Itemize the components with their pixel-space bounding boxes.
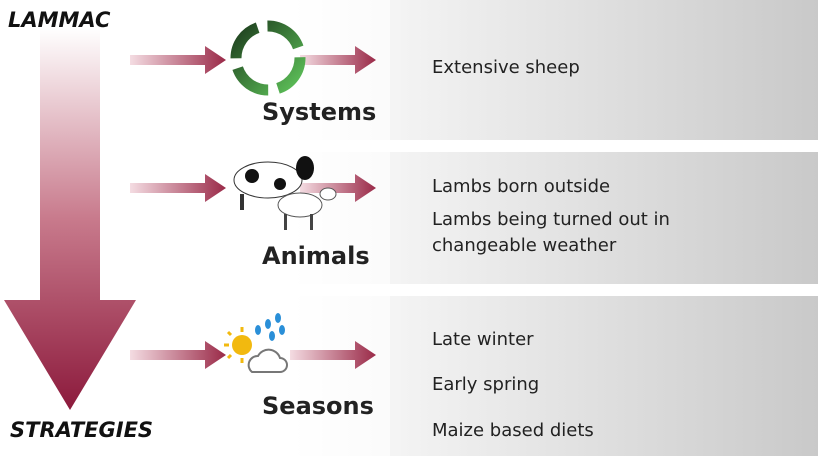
row-item: Maize based diets (432, 418, 594, 444)
header-title: LAMMAC (8, 8, 110, 32)
row-item: Lambs being turned out in changeable wea… (432, 207, 732, 259)
row-item: Lambs born outside (432, 174, 610, 200)
row-label: Seasons (262, 392, 374, 420)
diagram: LAMMAC STRATEGIES Systems Animals Season… (0, 0, 818, 456)
footer-title: STRATEGIES (10, 418, 153, 442)
row-label: Systems (262, 98, 376, 126)
row-item: Early spring (432, 372, 539, 398)
row-item: Extensive sheep (432, 55, 580, 81)
row-label: Animals (262, 242, 370, 270)
row-item: Late winter (432, 327, 534, 353)
